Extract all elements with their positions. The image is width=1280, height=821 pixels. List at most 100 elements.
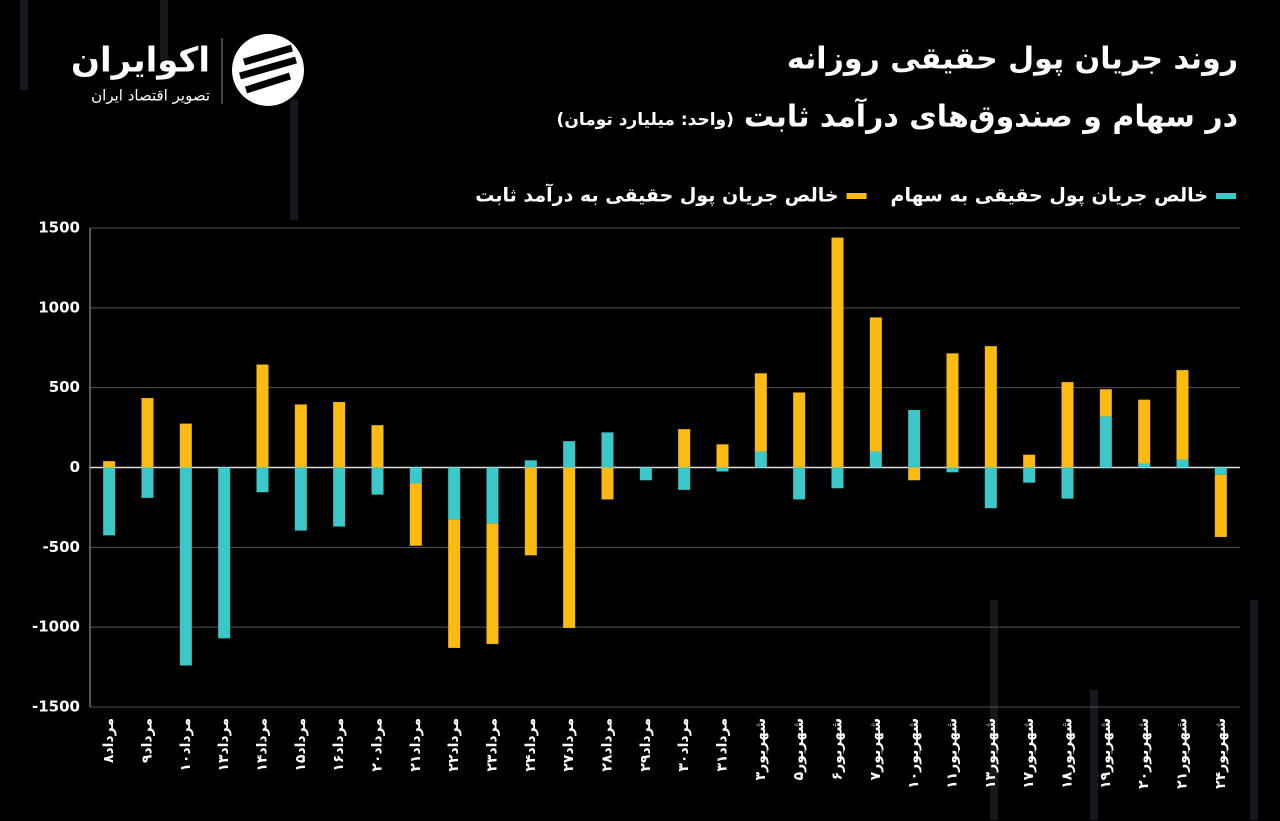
bar — [294, 404, 307, 468]
bar — [563, 441, 576, 468]
x-tick-label: مرداد۱۰ — [178, 718, 194, 772]
x-tick-label: شهریور۲۴ — [1213, 718, 1229, 789]
bar — [869, 317, 882, 452]
y-tick-label: -500 — [42, 538, 80, 556]
x-tick-label: مرداد۹ — [140, 718, 156, 763]
unit-note: (واحد: میلیارد تومان) — [557, 110, 734, 130]
x-tick-label: شهریور۱۳ — [983, 718, 999, 789]
bar — [486, 467, 499, 524]
bar — [946, 467, 959, 473]
x-tick-label: مرداد۱۴ — [255, 718, 271, 772]
bar — [1023, 454, 1036, 468]
x-tick-label: شهریور۱۸ — [1060, 718, 1076, 789]
bar — [256, 467, 269, 493]
bar — [1099, 389, 1112, 417]
x-tick-label: مرداد۱۳ — [216, 718, 232, 772]
x-tick-label: شهریور۲۱ — [1175, 718, 1191, 789]
bar — [601, 432, 614, 468]
logo: اکوایران تصویر اقتصاد ایران — [71, 34, 304, 106]
chart-title: روند جریان پول حقیقی روزانه — [787, 42, 1238, 77]
bar — [486, 523, 499, 644]
x-tick-label: شهریور۱۹ — [1098, 718, 1114, 789]
bar — [716, 467, 729, 472]
chart-subtitle: در سهام و صندوق‌های درآمد ثابت — [744, 98, 1238, 135]
bar — [1176, 370, 1189, 460]
bar — [793, 467, 806, 500]
x-tick-label: شهریور۷ — [868, 718, 884, 780]
bar — [141, 467, 154, 498]
bar — [448, 467, 461, 520]
background-decoration — [20, 0, 1258, 820]
bar — [524, 467, 537, 556]
bar — [218, 467, 231, 639]
bar — [409, 467, 422, 484]
bar — [946, 353, 959, 468]
bar — [754, 373, 767, 452]
x-tick-label: مرداد۲۱ — [408, 718, 424, 772]
x-tick-label: مرداد۲۲ — [446, 718, 462, 772]
bar — [984, 467, 997, 509]
logo-icon-stripes — [239, 44, 297, 94]
bar — [294, 467, 307, 531]
x-tick-label: شهریور۶ — [830, 718, 846, 780]
x-tick-label: مرداد۲۰ — [370, 718, 386, 772]
x-tick-label: مرداد۱۵ — [293, 718, 309, 772]
bar — [179, 467, 192, 666]
bar — [448, 519, 461, 648]
bar — [1061, 382, 1074, 468]
bar — [1138, 399, 1151, 464]
bar — [793, 392, 806, 468]
x-tick-label: مرداد۲۷ — [561, 718, 577, 772]
bar — [831, 467, 844, 489]
bar — [141, 398, 154, 468]
logo-name: اکوایران — [71, 41, 210, 81]
bar — [678, 429, 691, 468]
bar — [409, 483, 422, 546]
legend-swatch — [846, 193, 867, 199]
bar — [1176, 459, 1189, 468]
bar — [754, 451, 767, 468]
y-tick-label: 1500 — [38, 219, 80, 237]
x-tick-label: مرداد۲۹ — [638, 718, 654, 772]
x-tick-label: شهریور۱۱ — [945, 718, 961, 789]
bar — [103, 461, 116, 468]
x-tick-label: مرداد۲۸ — [600, 718, 616, 772]
bar — [524, 460, 537, 468]
x-tick-label: مرداد۲۴ — [523, 718, 539, 772]
bar — [179, 423, 192, 468]
legend-label: خالص جریان پول حقیقی به سهام — [891, 185, 1208, 207]
bar — [869, 451, 882, 468]
bar — [1214, 474, 1227, 537]
bar — [639, 467, 652, 481]
x-tick-label: شهریور۲۰ — [1136, 718, 1152, 789]
y-tick-label: -1000 — [32, 618, 80, 636]
x-tick-label: شهریور۳ — [753, 718, 769, 780]
bar — [908, 467, 921, 481]
bar — [333, 467, 346, 527]
bar — [371, 425, 384, 468]
x-tick-label: مرداد۲۳ — [485, 718, 501, 772]
bar — [1061, 467, 1074, 499]
bar — [984, 346, 997, 468]
x-tick-label: شهریور۱۷ — [1021, 718, 1037, 789]
bar — [831, 237, 844, 468]
x-tick-label: مرداد۳۱ — [715, 718, 731, 772]
bar — [601, 467, 614, 500]
bar — [371, 467, 384, 495]
y-tick-label: 1000 — [38, 298, 80, 316]
legend-label: خالص جریان پول حقیقی به درآمد ثابت — [475, 183, 838, 207]
bar — [1214, 467, 1227, 475]
bar — [256, 364, 269, 468]
bar — [1099, 416, 1112, 468]
y-tick-label: 500 — [49, 378, 80, 396]
bar — [678, 467, 691, 490]
bar — [908, 410, 921, 468]
bar — [716, 444, 729, 468]
x-tick-label: مرداد۱۶ — [331, 718, 347, 772]
x-tick-label: شهریور۵ — [791, 718, 807, 780]
logo-tagline: تصویر اقتصاد ایران — [91, 87, 210, 105]
bar — [103, 467, 116, 536]
y-tick-label: -1500 — [32, 698, 80, 716]
legend-swatch — [1216, 193, 1236, 199]
